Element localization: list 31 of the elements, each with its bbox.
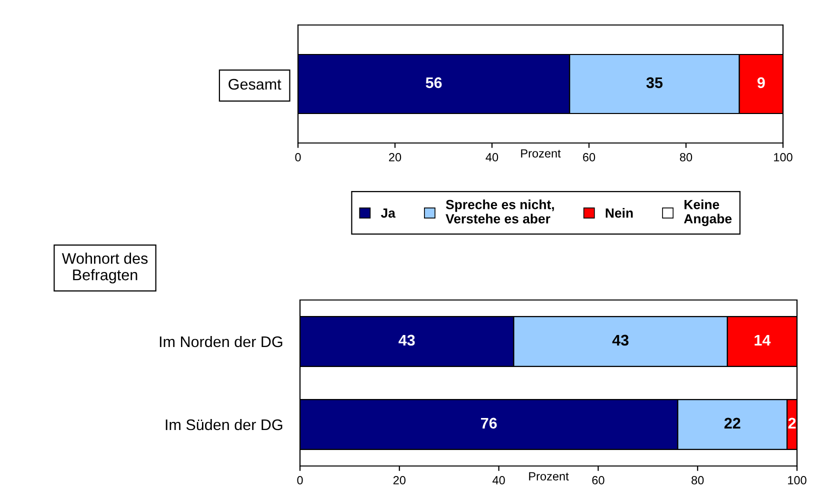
x-tick-label: 20	[389, 153, 402, 162]
x-tick-label: 0	[297, 476, 303, 484]
data-label: 22	[724, 418, 740, 428]
data-label: 43	[612, 334, 629, 346]
y-tick-label: Im Süden der DG	[166, 418, 282, 430]
data-label: 43	[398, 334, 415, 346]
data-label: 2	[788, 418, 796, 428]
legend-label: Keine Angabe	[684, 200, 732, 226]
legend-label: Nein	[606, 208, 633, 218]
x-axis-title: Prozent	[521, 149, 561, 158]
data-label: 56	[426, 77, 442, 88]
data-label: 76	[481, 418, 497, 429]
x-tick-label: 0	[295, 153, 301, 162]
x-tick-label: 80	[692, 476, 704, 484]
x-tick-label: 60	[583, 153, 596, 162]
x-tick-label: 60	[592, 476, 604, 484]
x-tick-label: 100	[788, 476, 806, 484]
y-tick-label: Im Norden der DG	[160, 336, 282, 348]
legend-label: Spreche es nicht, Verstehe es aber	[446, 200, 554, 224]
x-tick-label: 40	[492, 476, 505, 484]
y-tick-label: Gesamt	[228, 78, 282, 90]
x-tick-label: 80	[680, 153, 692, 162]
data-label: 35	[646, 77, 663, 88]
x-tick-label: 100	[774, 153, 792, 162]
data-label: 14	[754, 334, 771, 346]
legend-label: Ja	[380, 208, 396, 218]
y-axis-title: Wohnort des Befragten	[62, 252, 148, 284]
x-axis-title: Prozent	[529, 472, 569, 480]
x-tick-label: 40	[486, 153, 498, 162]
data-label: 9	[757, 77, 765, 88]
x-tick-label: 20	[393, 476, 406, 484]
